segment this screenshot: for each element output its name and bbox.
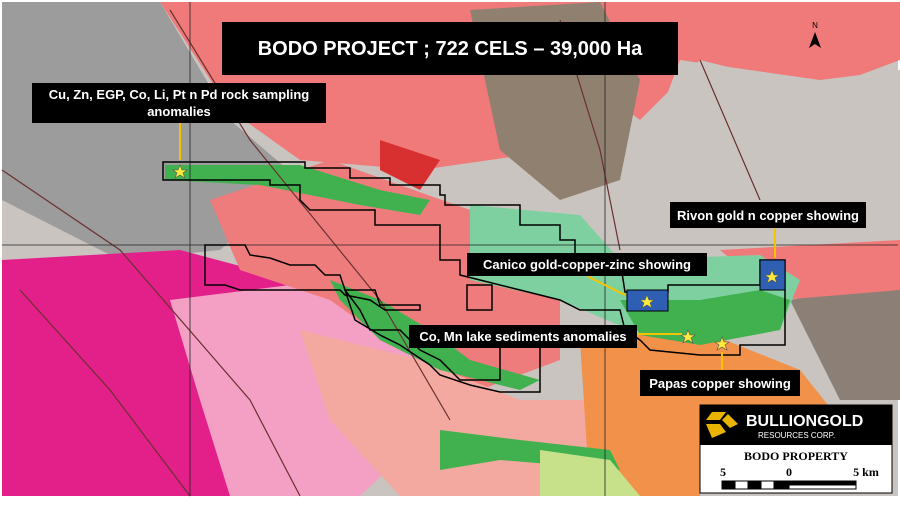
- map-title: BODO PROJECT ; 722 CELS – 39,000 Ha: [258, 38, 643, 60]
- callout-text: Co, Mn lake sediments anomalies: [419, 329, 626, 344]
- scale-bar: [721, 480, 857, 490]
- company-sub: RESOURCES CORP.: [758, 431, 835, 440]
- north-label: N: [812, 21, 818, 30]
- callout-text: Cu, Zn, EGP, Co, Li, Pt n Pd rock sampli…: [49, 87, 310, 102]
- callout-text: Papas copper showing: [649, 376, 791, 391]
- scale-label: 5: [720, 465, 726, 479]
- legend: BULLIONGOLD RESOURCES CORP. BODO PROPERT…: [699, 404, 893, 494]
- title-box: BODO PROJECT ; 722 CELS – 39,000 Ha: [222, 22, 678, 75]
- callout-text: Canico gold-copper-zinc showing: [483, 257, 691, 272]
- callout-text: anomalies: [147, 104, 211, 119]
- callout: Co, Mn lake sediments anomalies: [409, 325, 637, 348]
- company-name: BULLIONGOLD: [746, 413, 863, 430]
- scale-label: 5 km: [853, 465, 879, 479]
- callout: Rivon gold n copper showing: [670, 202, 866, 228]
- callout-text: Rivon gold n copper showing: [677, 208, 859, 223]
- property-label: BODO PROPERTY: [744, 449, 848, 463]
- callout: Canico gold-copper-zinc showing: [467, 253, 707, 276]
- callout: Cu, Zn, EGP, Co, Li, Pt n Pd rock sampli…: [32, 83, 326, 123]
- scale-label: 0: [786, 465, 792, 479]
- faults: [1, 9, 761, 497]
- logo: [706, 412, 738, 438]
- showings: [172, 123, 786, 370]
- north-arrow: N: [809, 21, 821, 48]
- callout: Papas copper showing: [640, 370, 800, 396]
